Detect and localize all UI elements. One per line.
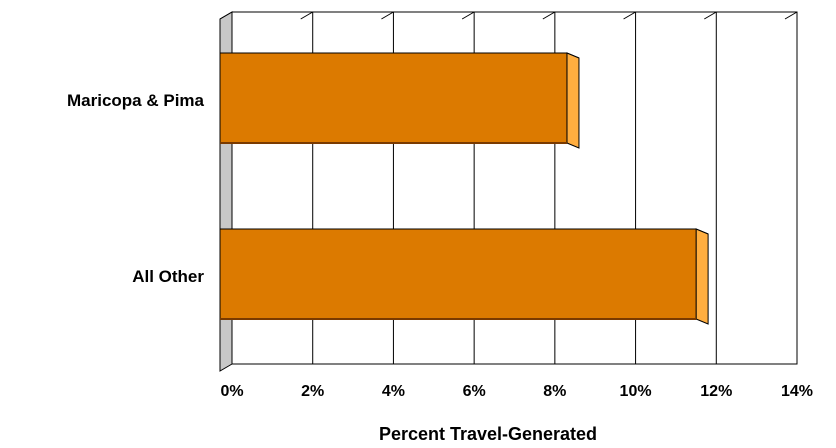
x-tick-label: 2% <box>301 383 324 400</box>
x-tick-label: 8% <box>543 383 566 400</box>
grid-depth-line <box>542 11 556 20</box>
bar-side-face <box>695 228 709 325</box>
grid-depth-line <box>381 11 394 20</box>
bar-front-face <box>219 52 568 144</box>
x-tick-label: 14% <box>781 383 813 400</box>
bar <box>219 228 709 325</box>
category-label: Maricopa & Pima <box>67 91 205 110</box>
category-label: All Other <box>132 267 204 286</box>
category-labels: Maricopa & Pima All Other <box>67 91 205 286</box>
tick-labels: 0% 2% 4% 6% 8% 10% 12% 14% <box>220 383 813 400</box>
x-axis-title: Percent Travel-Generated <box>379 424 597 444</box>
grid-depth-line <box>461 11 475 20</box>
x-tick-label: 4% <box>382 383 405 400</box>
grid-depth-line <box>219 11 233 20</box>
bars <box>219 52 709 325</box>
x-tick-label: 12% <box>700 383 732 400</box>
x-tick-label: 6% <box>463 383 486 400</box>
grid-depth-line <box>784 11 798 20</box>
x-tick-label: 10% <box>620 383 652 400</box>
bar-front-face <box>219 228 697 320</box>
grid-depth-line <box>300 11 313 20</box>
bar-side-face <box>566 52 580 149</box>
x-tick-label: 0% <box>220 383 243 400</box>
bar <box>219 52 580 149</box>
grid-depth-line <box>623 11 636 20</box>
grid-depth-line <box>704 11 717 20</box>
